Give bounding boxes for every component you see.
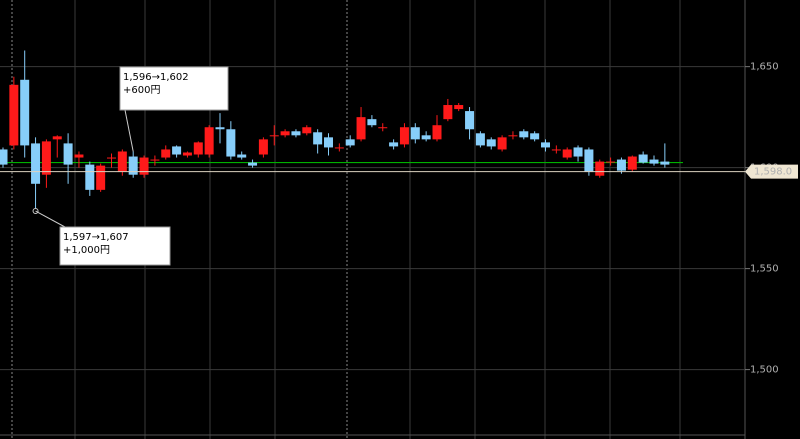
annotation-text: +600円	[123, 85, 160, 96]
candle-body	[367, 119, 377, 126]
annotation-box	[119, 66, 229, 111]
candle-body	[107, 157, 116, 159]
y-tick-label: 1,550	[750, 264, 779, 275]
candle-body	[117, 151, 127, 172]
candle-body	[432, 125, 442, 140]
annotation-text: +1,000円	[63, 245, 110, 256]
candle-body	[584, 149, 594, 172]
candle-body	[258, 139, 268, 155]
candle-body	[204, 127, 214, 155]
candle-body	[508, 135, 518, 137]
candle-body	[63, 143, 73, 165]
candle-body	[74, 154, 84, 158]
candle-body	[302, 127, 312, 134]
candle-body	[627, 156, 637, 170]
candle-body	[269, 135, 279, 137]
candle-body	[291, 131, 301, 136]
candle-body	[541, 142, 550, 148]
candle-body	[226, 129, 236, 157]
candle-body	[128, 156, 138, 175]
candle-body	[519, 131, 529, 138]
candle-body	[399, 127, 409, 145]
candle-body	[421, 135, 431, 140]
candle-body	[150, 159, 160, 161]
candle-body	[606, 161, 616, 163]
candle-body	[443, 105, 453, 120]
annotation: 1,597→1,607 +1,000円	[32, 208, 171, 266]
candle-body	[139, 157, 149, 175]
y-tick-label: 1,650	[750, 62, 779, 73]
y-tick-label: 1,500	[750, 365, 779, 376]
candle-body	[475, 133, 485, 146]
candle-body	[20, 79, 30, 146]
candle-body	[172, 146, 182, 155]
candle-body	[562, 149, 572, 158]
candle-body	[248, 162, 258, 166]
candle-body	[280, 131, 290, 136]
candle-body	[193, 142, 203, 155]
candle-body	[638, 154, 648, 163]
candle-body	[616, 159, 626, 171]
candle-body	[649, 159, 659, 164]
annotation-dot	[32, 208, 39, 215]
candle-body	[660, 161, 670, 165]
vertical-grid	[11, 0, 681, 439]
candle-body	[215, 127, 225, 130]
annotation-pointer	[124, 109, 134, 152]
candle-body	[573, 147, 583, 157]
candle-body	[324, 137, 333, 148]
candle-body	[41, 141, 51, 175]
candle-body	[465, 111, 475, 130]
candle-body	[410, 127, 420, 140]
annotation-pointer	[35, 210, 66, 228]
candle-body	[96, 165, 106, 190]
annotation: 1,596→1,602 +600円	[119, 66, 229, 152]
candle-body	[378, 127, 388, 129]
price-label: 1,598.0	[754, 167, 792, 178]
annotation-text: 1,597→1,607	[63, 232, 129, 243]
candle-body	[454, 105, 464, 110]
candle-body	[595, 161, 605, 176]
candle-body	[551, 149, 561, 151]
candle-body	[161, 149, 171, 158]
candle-body	[31, 143, 41, 184]
candle-body	[52, 136, 62, 140]
candle-body	[334, 147, 344, 149]
candle-body	[345, 139, 355, 146]
candle-body	[313, 132, 323, 145]
candle-body	[182, 152, 192, 156]
candle-body	[9, 84, 19, 146]
candle-body	[0, 149, 8, 165]
candle-body	[389, 142, 399, 147]
annotation-text: 1,596→1,602	[123, 72, 189, 83]
annotation-box	[59, 226, 171, 266]
candle-body	[486, 139, 496, 147]
candle-body	[530, 133, 540, 140]
candle-body	[356, 117, 366, 140]
price-badge	[745, 164, 798, 179]
candle-body	[85, 164, 95, 190]
candle-body	[497, 137, 507, 150]
candle-body	[237, 154, 247, 158]
